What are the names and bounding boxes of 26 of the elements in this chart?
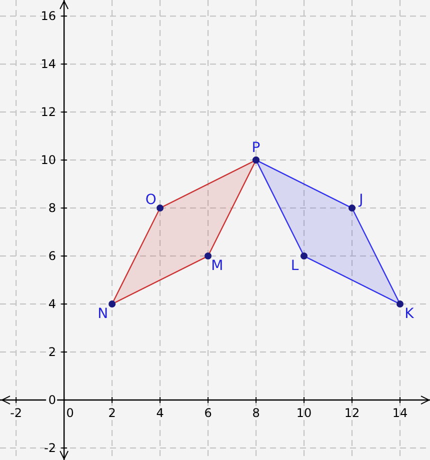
y-tick-label: 16 [40, 9, 56, 24]
y-tick-label: 8 [48, 201, 56, 216]
annotation: J [358, 192, 364, 208]
annotation: O [145, 192, 156, 208]
annotation: K [404, 306, 415, 322]
x-tick-label: 12 [344, 406, 360, 420]
annotation: P [252, 140, 260, 156]
y-tick-label: -2 [44, 441, 56, 455]
x-tick-label: 2 [108, 406, 116, 420]
annotation: L [290, 258, 299, 274]
annotation: M [211, 258, 224, 274]
x-tick-label: 8 [252, 406, 260, 420]
y-tick-label: 14 [40, 57, 56, 72]
x-tick-label: 4 [156, 406, 164, 420]
annotation: N [98, 306, 108, 322]
x-tick-label: 0 [66, 406, 74, 420]
y-tick-label: 12 [40, 105, 56, 120]
y-tick-label: 2 [48, 345, 56, 360]
x-tick-label: -2 [10, 406, 22, 420]
x-tick-label: 10 [296, 406, 312, 420]
y-tick-label: 6 [48, 249, 56, 264]
x-tick-label: 14 [392, 406, 408, 420]
x-tick-label: 6 [204, 406, 212, 420]
y-tick-label: 10 [40, 153, 56, 168]
y-tick-label: 0 [48, 393, 56, 408]
y-tick-label: 4 [48, 297, 56, 312]
